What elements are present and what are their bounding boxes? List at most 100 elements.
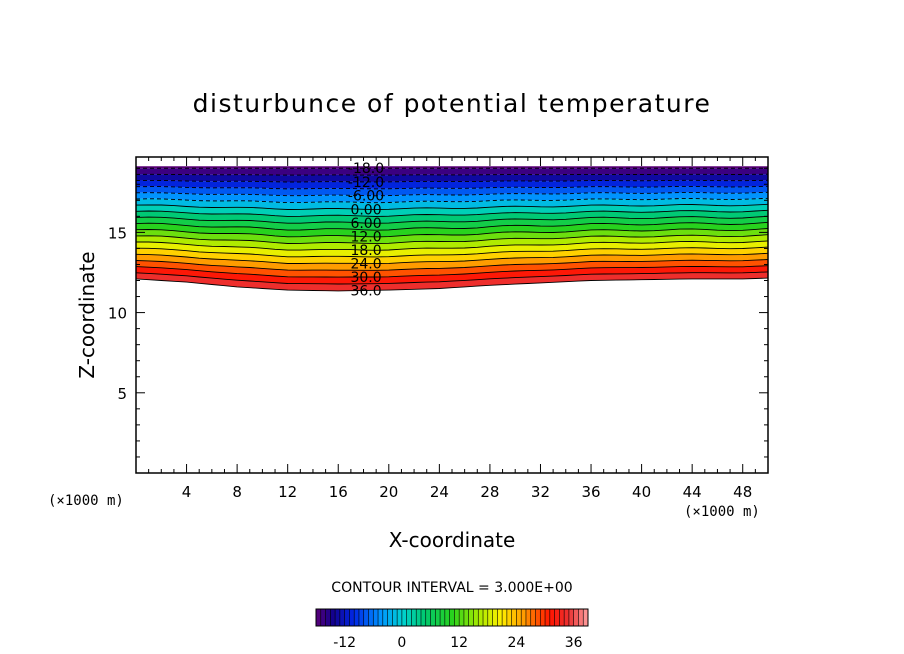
field-band — [136, 247, 768, 264]
y-tick-labels: 5 10 15 — [108, 224, 127, 402]
colorbar-cell — [358, 609, 365, 626]
contour-line — [135, 221, 769, 231]
axis-ticks — [136, 157, 768, 473]
field-band — [136, 228, 768, 244]
x-tick-label: 4 — [182, 483, 192, 501]
contour-line — [135, 271, 769, 285]
contour-line — [135, 252, 769, 265]
colorbar-cell — [444, 609, 450, 626]
contour-line — [135, 215, 769, 224]
contour-label: 0.00 — [350, 202, 381, 218]
colorbar-cell — [540, 609, 546, 626]
colorbar — [315, 608, 589, 627]
colorbar-cell — [330, 609, 336, 626]
colorbar-cell — [401, 609, 407, 626]
colorbar-tick-label: 24 — [508, 635, 526, 651]
field-band — [136, 168, 768, 176]
colorbar-cell — [525, 609, 532, 626]
colorbar-tick-label: 0 — [397, 635, 406, 651]
y-tick-label: 10 — [108, 305, 127, 323]
chart-title: disturbunce of potential temperature — [193, 89, 712, 118]
colorbar-cell — [320, 609, 326, 626]
y-axis-label: Z-coordinate — [75, 251, 99, 378]
contour-label: 36.0 — [350, 284, 381, 300]
colorbar-cell — [420, 609, 427, 626]
colorbar-cell — [492, 609, 498, 626]
y-tick-label: 15 — [108, 224, 127, 242]
contour-line — [135, 209, 769, 217]
y-tick-label: 5 — [117, 385, 127, 403]
colorbar-cell — [473, 609, 479, 626]
contour-line — [135, 234, 769, 245]
x-unit-left: (×1000 m) — [48, 493, 124, 509]
field-band — [136, 192, 768, 203]
x-tick-label: 40 — [632, 483, 651, 501]
colorbar-cell — [325, 609, 331, 626]
colorbar-cell — [478, 609, 484, 626]
contour-line — [135, 246, 769, 258]
x-tick-label: 16 — [329, 483, 348, 501]
field-band — [136, 166, 768, 169]
x-unit-right: (×1000 m) — [684, 504, 760, 520]
x-tick-label: 12 — [278, 483, 297, 501]
colorbar-cell — [516, 609, 522, 626]
field-band — [136, 216, 768, 231]
colorbar-cell — [378, 609, 384, 626]
contour-labels: -18.0-12.0-6.000.006.0012.018.024.030.03… — [348, 161, 384, 300]
x-tick-labels: 4 8 12 16 20 24 28 32 36 40 44 48 — [182, 483, 752, 501]
colorbar-cell — [483, 609, 489, 626]
colorbar-frame — [315, 608, 589, 627]
contour-line — [135, 203, 769, 211]
field-band — [136, 210, 768, 224]
colorbar-tick-label: -12 — [333, 635, 356, 651]
contour-label: -18.0 — [348, 161, 384, 177]
colorbar-tick-label: 12 — [450, 635, 468, 651]
colorbar-cell — [463, 609, 470, 626]
colorbar-cell — [430, 609, 436, 626]
x-tick-label: 28 — [480, 483, 499, 501]
colorbar-cell — [373, 609, 379, 626]
colorbar-cell — [397, 609, 403, 626]
contour-label: -6.00 — [348, 189, 384, 205]
colorbar-cell — [549, 609, 555, 626]
colorbar-cell — [583, 609, 589, 626]
x-tick-label: 8 — [232, 483, 242, 501]
colorbar-cell — [502, 609, 508, 626]
colorbar-cell — [530, 609, 536, 626]
colorbar-cell — [316, 609, 322, 626]
contour-line — [136, 240, 769, 251]
x-tick-label: 32 — [531, 483, 550, 501]
colorbar-cell — [521, 609, 527, 626]
field-band — [136, 204, 768, 217]
colorbar-tick-label: 36 — [565, 635, 583, 651]
x-tick-label: 36 — [581, 483, 600, 501]
colorbar-cell — [568, 609, 574, 626]
contour-line — [135, 197, 769, 204]
colorbar-cell — [339, 609, 345, 626]
colorbar-cell — [440, 609, 446, 626]
contour-label: 24.0 — [350, 257, 381, 273]
colorbar-cell — [487, 609, 493, 626]
contour-line — [135, 228, 769, 238]
contour-label: 30.0 — [350, 270, 381, 286]
colorbar-cell — [344, 609, 350, 626]
colorbar-cell — [392, 609, 398, 626]
colorbar-cell — [406, 609, 412, 626]
field-band — [136, 234, 768, 251]
field-band — [136, 240, 768, 257]
colorbar-cell — [535, 609, 541, 626]
colorbar-cell — [411, 609, 417, 626]
contour-line — [135, 277, 769, 292]
colorbar-cell — [573, 609, 579, 626]
colorbar-cell — [349, 609, 355, 626]
colorbar-cell — [468, 609, 474, 626]
field-band — [136, 198, 768, 210]
contour-label: 6.00 — [350, 216, 381, 232]
colorbar-cell — [497, 609, 503, 626]
contour-line — [135, 179, 769, 183]
contour-label: 12.0 — [350, 230, 381, 246]
colorbar-cell — [354, 609, 360, 626]
contour-label: -12.0 — [348, 175, 384, 191]
colorbar-cell — [387, 609, 393, 626]
